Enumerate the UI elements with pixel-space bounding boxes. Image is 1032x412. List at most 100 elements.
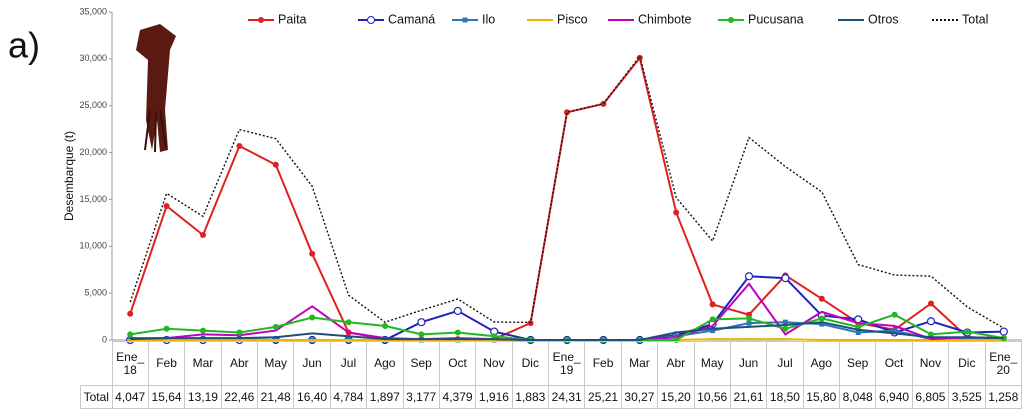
total-value-label: 13,19 [184,385,222,409]
marker [163,202,170,209]
total-value-label: 6,940 [875,385,913,409]
total-value-label: 1,258 [984,385,1022,409]
total-value-label: 10,56 [693,385,731,409]
total-value-label: 16,40 [293,385,331,409]
legend-label: Ilo [482,12,495,26]
category-label: Jul [329,341,368,386]
marker [782,325,789,332]
legend-label: Pucusana [748,12,804,26]
category-label: Abr [220,341,259,386]
marker [1000,335,1007,342]
total-value-label: 1,916 [475,385,513,409]
category-label: Sep [402,341,440,386]
total-value-label: 3,177 [402,385,440,409]
marker [382,322,388,329]
y-tick-label: 30,000 [79,53,107,63]
marker [926,317,936,326]
marker [200,232,206,239]
squid-icon [136,24,176,153]
legend-label: Camaná [388,12,435,26]
marker [818,295,825,302]
category-label: Ago [802,341,841,386]
marker [309,250,316,257]
total-value-label: 18,50 [766,385,804,409]
marker [781,274,790,283]
category-label: Feb [584,341,622,386]
legend-marker [728,17,734,23]
marker [782,319,788,325]
marker [855,330,861,336]
marker [272,323,279,330]
legend-marker [367,16,375,24]
y-tick-label: 5,000 [84,288,107,298]
category-label: Ene_ 19 [547,341,586,386]
category-label: Dic [948,341,986,386]
marker [454,329,461,336]
marker [746,315,752,322]
category-label: Nov [475,341,513,386]
legend: Paita Camaná Ilo Pisco Chimbote Pucusana Otros… [248,12,988,26]
total-value-label: 4,379 [438,385,477,409]
category-label: Nov [911,341,950,386]
y-tick-label: 25,000 [79,100,107,110]
corner-cell [81,342,113,386]
marker [309,314,316,321]
marker [744,272,754,281]
category-label: Ene_ 20 [984,341,1022,386]
total-value-label: 3,525 [948,385,986,409]
marker [453,306,462,316]
legend-label: Otros [868,12,899,26]
total-value-label: 15,80 [802,385,841,409]
category-label: May [256,341,295,386]
series [127,54,1007,343]
marker [163,325,170,332]
y-tick-label: 0 [102,334,107,344]
category-label: Jul [766,341,804,386]
total-value-label: 4,784 [329,385,368,409]
marker [891,311,898,318]
legend-label: Paita [278,12,307,26]
category-label: Jun [729,341,768,386]
category-label: Oct [875,341,913,386]
y-tick-label: 35,000 [79,6,107,16]
marker [272,161,279,168]
total-value-label: 25,21 [584,385,622,409]
marker [527,320,534,327]
series-line [129,54,1005,329]
category-label: Mar [620,341,659,386]
total-value-label: 21,48 [256,385,295,409]
marker [345,319,352,326]
data-table: Ene_ 18 Feb Mar Abr May Jun Jul Ago Sep Oct Nov Dic… [80,341,1022,409]
legend-label: Chimbote [638,12,692,26]
marker [236,143,243,150]
total-value-label: 15,64 [147,385,186,409]
marker [999,327,1008,336]
series-line [130,321,1004,341]
marker [709,316,716,323]
category-label: Jun [293,341,331,386]
total-value-label: 4,047 [111,385,149,409]
total-value-label: 22,46 [220,385,259,409]
category-label: Ago [366,341,404,386]
category-label: Abr [657,341,695,386]
panel-label: a) [8,25,40,66]
marker [417,318,426,327]
marker [818,315,825,322]
category-label: Ene_ 18 [111,341,149,386]
total-value-label: 1,883 [511,385,550,409]
legend-label: Total [962,12,988,26]
marker [200,327,206,334]
total-value-label: 8,048 [838,385,877,409]
total-value-label: 24,31 [547,385,586,409]
marker [928,300,934,307]
marker [928,331,934,338]
marker [746,320,752,326]
marker [236,329,243,336]
category-label: May [693,341,731,386]
y-tick-label: 20,000 [79,147,107,157]
legend-marker [258,17,264,23]
y-axis-label: Desembarque (t) [62,131,76,221]
series [130,321,1004,341]
